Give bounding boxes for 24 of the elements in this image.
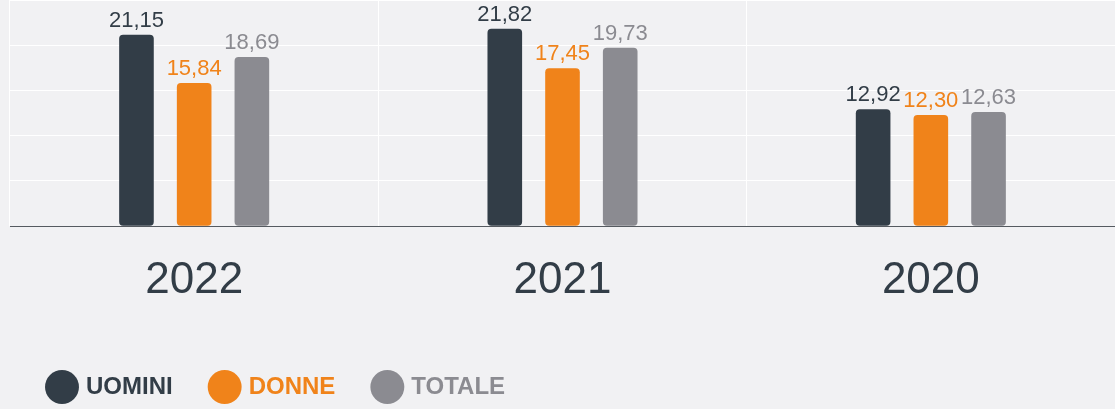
x-tick-label: 2020 — [881, 252, 980, 302]
data-label: 12,63 — [961, 83, 1017, 109]
data-label: 21,15 — [108, 6, 164, 32]
bar — [176, 82, 212, 226]
bar — [119, 34, 154, 226]
data-label: 12,30 — [903, 86, 959, 112]
bar — [234, 57, 270, 226]
data-label: 15,84 — [166, 54, 222, 80]
bar — [855, 109, 891, 226]
data-label: 12,92 — [845, 81, 901, 107]
bar — [971, 111, 1006, 226]
x-tick-label: 2021 — [513, 252, 612, 302]
data-label: 21,82 — [477, 0, 533, 26]
bar — [545, 68, 580, 226]
bar — [913, 114, 949, 226]
legend-label: TOTALE — [411, 371, 506, 399]
data-label: 17,45 — [534, 40, 591, 66]
bar — [602, 47, 638, 226]
bar — [487, 28, 523, 226]
data-label: 18,69 — [224, 29, 280, 55]
x-tick-label: 2022 — [145, 252, 244, 302]
legend-label: UOMINI — [86, 371, 173, 399]
legend-label: DONNE — [248, 371, 336, 399]
data-label: 19,73 — [592, 19, 648, 45]
